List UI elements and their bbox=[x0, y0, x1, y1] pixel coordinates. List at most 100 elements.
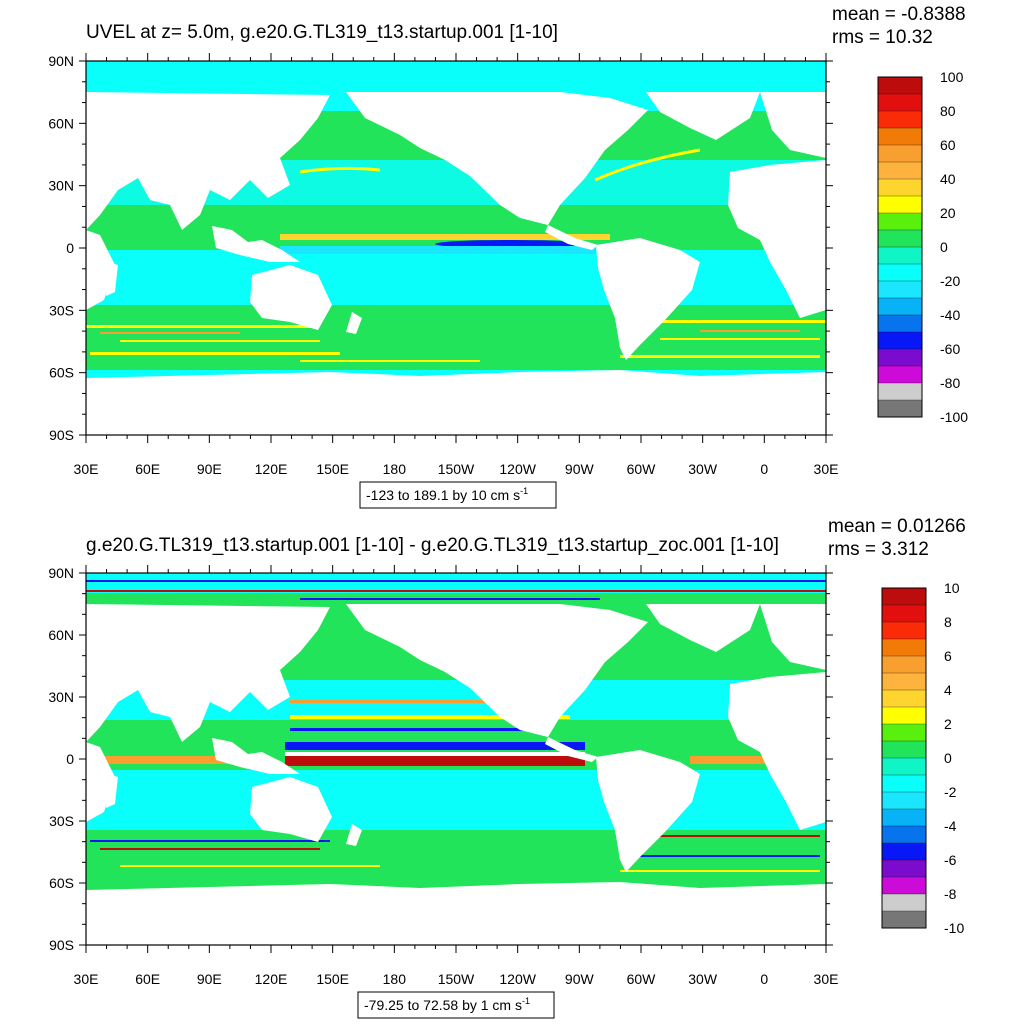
lon-tick-label: 0 bbox=[760, 461, 768, 477]
lon-tick-label: 90W bbox=[565, 461, 595, 477]
colorbar-label: -20 bbox=[940, 273, 960, 289]
colorbar-swatch bbox=[877, 263, 923, 282]
colorbar: 10 8 6 4 2 0 -2 -4 -6 -8 -10 bbox=[881, 580, 964, 936]
colorbar-label: 100 bbox=[940, 69, 964, 85]
lat-tick-label: 90N bbox=[48, 565, 74, 581]
lat-tick-label: 60N bbox=[48, 627, 74, 643]
range-label: -123 to 189.1 by 10 cm s-1 bbox=[359, 481, 557, 509]
lon-tick-label: 150E bbox=[316, 461, 349, 477]
colorbar-swatch bbox=[877, 195, 923, 214]
colorbar-swatch bbox=[877, 314, 923, 333]
lat-tick-label: 30S bbox=[49, 813, 74, 829]
lon-tick-label: 120W bbox=[499, 971, 536, 987]
colorbar-swatch bbox=[881, 791, 927, 810]
colorbar-label: -60 bbox=[940, 341, 960, 357]
colorbar-label: 0 bbox=[940, 239, 948, 255]
colorbar-swatch bbox=[881, 774, 927, 793]
colorbar-label: -40 bbox=[940, 307, 960, 323]
colorbar-swatch bbox=[881, 842, 927, 861]
colorbar-label: -4 bbox=[944, 818, 957, 834]
range-label: -79.25 to 72.58 by 1 cm s-1 bbox=[357, 991, 555, 1019]
lat-tick-label: 30N bbox=[48, 178, 74, 194]
colorbar-label: -80 bbox=[940, 375, 960, 391]
colorbar-swatch bbox=[877, 178, 923, 197]
colorbar-label: 80 bbox=[940, 103, 956, 119]
lon-tick-label: 60W bbox=[627, 971, 657, 987]
panel-top: UVEL at z= 5.0m, g.e20.G.TL319_t13.start… bbox=[85, 4, 968, 509]
lon-tick-label: 30E bbox=[814, 971, 839, 987]
colorbar-swatch bbox=[881, 604, 927, 623]
lon-tick-label: 30W bbox=[688, 971, 718, 987]
lat-tick-label: 60S bbox=[49, 875, 74, 891]
colorbar-swatch bbox=[877, 161, 923, 180]
colorbar-swatch bbox=[881, 740, 927, 759]
panel-bottom: g.e20.G.TL319_t13.startup.001 [1-10] - g… bbox=[85, 516, 966, 1019]
colorbar-swatch bbox=[881, 757, 927, 776]
colorbar-swatch bbox=[881, 638, 927, 657]
lat-tick-label: 60N bbox=[48, 115, 74, 131]
lat-tick-label: 0 bbox=[66, 240, 74, 256]
lon-tick-label: 30E bbox=[74, 971, 99, 987]
mean-stat: mean = 0.01266 bbox=[828, 516, 966, 537]
colorbar-swatch bbox=[881, 808, 927, 827]
colorbar-swatch bbox=[877, 144, 923, 163]
colorbar-label: 40 bbox=[940, 171, 956, 187]
colorbar-swatch bbox=[877, 399, 923, 418]
lat-tick-label: 90S bbox=[49, 937, 74, 953]
lon-tick-label: 120E bbox=[255, 971, 288, 987]
colorbar-swatch bbox=[881, 825, 927, 844]
lon-tick-label: 90E bbox=[197, 461, 222, 477]
lon-tick-label: 30E bbox=[814, 461, 839, 477]
colorbar-swatch bbox=[877, 246, 923, 265]
lat-tick-label: 30N bbox=[48, 689, 74, 705]
colorbar-swatch bbox=[881, 910, 927, 929]
colorbar-label: 60 bbox=[940, 137, 956, 153]
rms-stat: rms = 3.312 bbox=[828, 539, 929, 560]
colorbar-label: 10 bbox=[944, 580, 960, 596]
colorbar-label: 8 bbox=[944, 614, 952, 630]
colorbar-label: 4 bbox=[944, 682, 952, 698]
map-field bbox=[86, 61, 826, 435]
colorbar-swatch bbox=[877, 365, 923, 384]
colorbar-swatch bbox=[877, 280, 923, 299]
colorbar-swatch bbox=[881, 655, 927, 674]
colorbar-swatch bbox=[877, 229, 923, 248]
colorbar-swatch bbox=[881, 723, 927, 742]
colorbar-label: -2 bbox=[944, 784, 957, 800]
colorbar-swatch bbox=[881, 672, 927, 691]
plot-title: UVEL at z= 5.0m, g.e20.G.TL319_t13.start… bbox=[86, 22, 558, 43]
lat-tick-label: 60S bbox=[49, 365, 74, 381]
lon-tick-label: 60W bbox=[627, 461, 657, 477]
map-field bbox=[86, 573, 826, 945]
plot-title: g.e20.G.TL319_t13.startup.001 [1-10] - g… bbox=[86, 535, 779, 556]
colorbar-swatch bbox=[881, 689, 927, 708]
rms-stat: rms = 10.32 bbox=[832, 27, 933, 48]
colorbar-swatch bbox=[881, 621, 927, 640]
colorbar-swatch bbox=[877, 76, 923, 95]
colorbar: 100 80 60 40 20 0 -20 -40 -60 -80 -100 bbox=[877, 69, 968, 425]
lon-tick-label: 150W bbox=[438, 971, 475, 987]
colorbar-label: -8 bbox=[944, 886, 957, 902]
colorbar-swatch bbox=[877, 110, 923, 129]
colorbar-swatch bbox=[877, 382, 923, 401]
lon-tick-label: 90E bbox=[197, 971, 222, 987]
colorbar-swatch bbox=[881, 876, 927, 895]
lon-tick-label: 120W bbox=[499, 461, 536, 477]
lon-tick-label: 180 bbox=[383, 461, 407, 477]
colorbar-label: 6 bbox=[944, 648, 952, 664]
lon-tick-label: 60E bbox=[135, 461, 160, 477]
colorbar-swatch bbox=[877, 93, 923, 112]
lon-tick-label: 120E bbox=[255, 461, 288, 477]
colorbar-swatch bbox=[881, 706, 927, 725]
colorbar-label: -10 bbox=[944, 920, 964, 936]
colorbar-swatch bbox=[881, 587, 927, 606]
colorbar-swatch bbox=[881, 859, 927, 878]
mean-stat: mean = -0.8388 bbox=[832, 4, 966, 25]
colorbar-swatch bbox=[877, 297, 923, 316]
colorbar-label: 2 bbox=[944, 716, 952, 732]
lon-tick-label: 0 bbox=[760, 971, 768, 987]
lon-tick-label: 180 bbox=[383, 971, 407, 987]
lat-tick-label: 0 bbox=[66, 751, 74, 767]
lat-tick-label: 90N bbox=[48, 53, 74, 69]
